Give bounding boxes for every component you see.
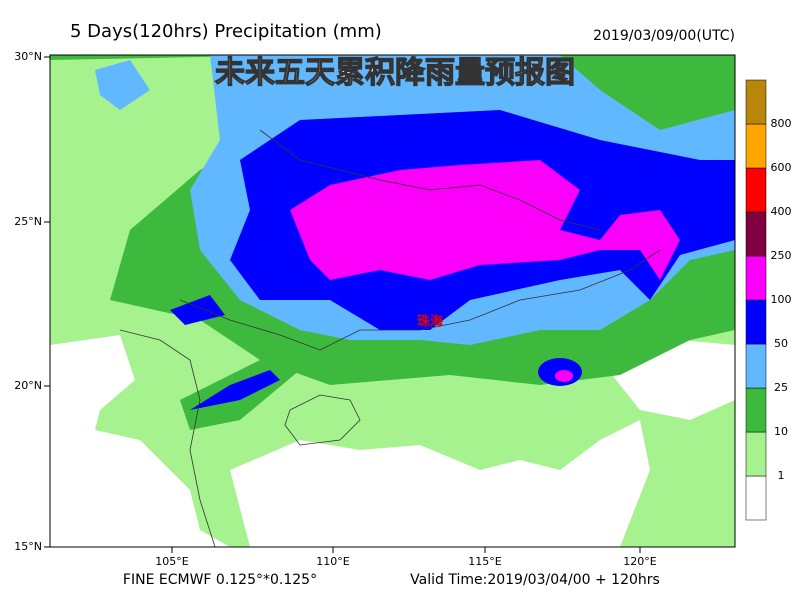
model-label: FINE ECMWF 0.125°*0.125° [123, 572, 317, 588]
map-frame [49, 54, 736, 548]
colorbar-swatch [745, 343, 767, 389]
colorbar-swatch [745, 167, 767, 213]
colorbar-swatch [745, 255, 767, 301]
colorbar-swatch [745, 299, 767, 345]
field-torrential [555, 370, 573, 382]
lon-label: 110°E [316, 555, 349, 568]
city-label: 珠海 [417, 314, 443, 330]
lat-label: 20°N [14, 379, 42, 392]
colorbar-label: 50 [774, 337, 788, 350]
colorbar-swatch [745, 387, 767, 433]
border [259, 129, 601, 231]
colorbar-swatch [745, 123, 767, 169]
lon-label: 115°E [468, 555, 501, 568]
colorbar-swatch [745, 431, 767, 477]
field-dry [50, 335, 230, 547]
lon-label: 120°E [623, 555, 656, 568]
title: 5 Days(120hrs) Precipitation (mm) [70, 21, 382, 42]
lon-label: 105°E [155, 555, 188, 568]
colorbar-label: 25 [774, 381, 788, 394]
colorbar-label: 250 [771, 249, 792, 262]
colorbar-label: 600 [771, 161, 792, 174]
lat-label: 25°N [14, 215, 42, 228]
border [119, 329, 216, 547]
coastline [179, 249, 661, 351]
colorbar-swatch [745, 211, 767, 257]
colorbar-label: 100 [771, 293, 792, 306]
date: 2019/03/09/00(UTC) [593, 28, 735, 44]
field-torrential [290, 160, 680, 280]
colorbar-label: 10 [774, 425, 788, 438]
map-field [50, 55, 735, 547]
colorbar-label: 400 [771, 205, 792, 218]
colorbar-swatch [745, 475, 767, 521]
lat-label: 30°N [14, 50, 42, 63]
valid-time: Valid Time:2019/03/04/00 + 120hrs [410, 572, 660, 588]
field-very-heavy [170, 295, 225, 325]
colorbar-swatch [745, 79, 767, 125]
coastline [284, 394, 361, 446]
field-very-heavy [190, 370, 280, 410]
colorbar-label: 1 [778, 469, 785, 482]
field-heavy [95, 60, 150, 110]
colorbar-label: 800 [771, 117, 792, 130]
lat-label: 15°N [14, 540, 42, 553]
overlay-title: 未来五天累积降雨量预报图 [215, 56, 575, 91]
field-dry [230, 420, 650, 547]
